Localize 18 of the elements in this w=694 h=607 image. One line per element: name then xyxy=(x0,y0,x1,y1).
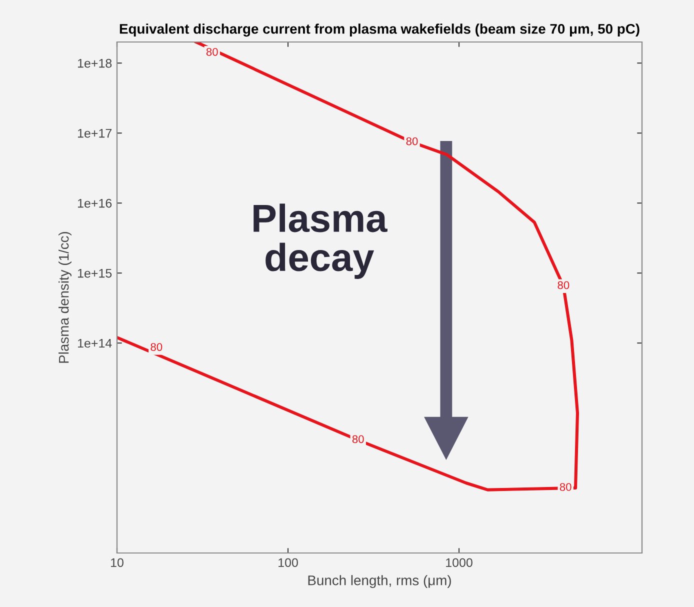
x-tick-label: 100 xyxy=(278,558,298,568)
y-tick-label: 1e+18 xyxy=(78,58,112,68)
annotation: 80 xyxy=(352,435,364,444)
y-tick-label: 1e+15 xyxy=(78,268,112,278)
y-tick-label: 1e+14 xyxy=(78,338,112,348)
annotation: 80 xyxy=(560,483,572,491)
annotation: 80 xyxy=(406,137,418,146)
y-axis-title: Plasma density (1/cc) xyxy=(58,232,72,363)
annotation: Plasma decay xyxy=(254,204,388,279)
x-tick-label: 10 xyxy=(111,558,124,568)
y-tick-label: 1e+17 xyxy=(78,128,112,138)
annotation: 80 xyxy=(150,343,162,351)
chart-title: Equivalent discharge current from plasma wakefields (beam size 70 μm, 50 pC) xyxy=(120,24,640,37)
x-axis-title: Bunch length, rms (μm) xyxy=(308,575,451,588)
annotation: 80 xyxy=(206,48,218,56)
x-tick-label: 1000 xyxy=(446,558,472,568)
y-tick-label: 1e+16 xyxy=(78,198,112,208)
annotation: 80 xyxy=(558,281,570,290)
